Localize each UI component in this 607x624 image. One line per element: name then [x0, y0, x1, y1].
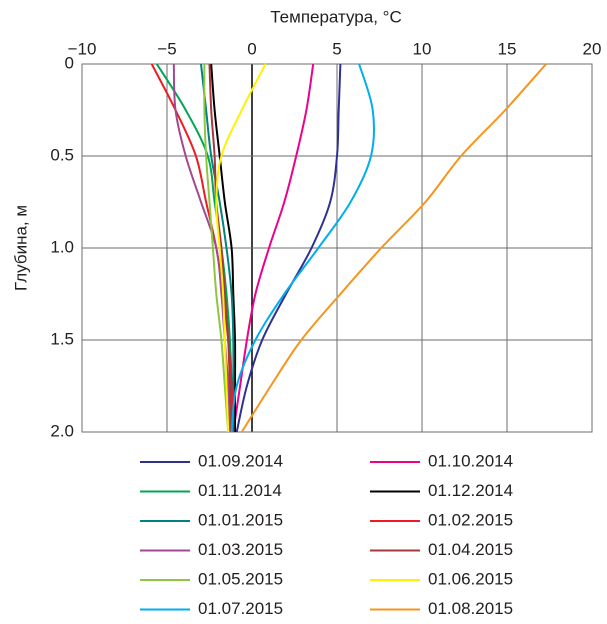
series-line	[235, 63, 342, 433]
x-axis-title: Температура, °C	[270, 7, 401, 26]
legend-label: 01.09.2014	[198, 451, 283, 470]
x-tick-label: 5	[332, 39, 341, 58]
series-line	[210, 63, 237, 432]
legend-label: 01.12.2014	[428, 481, 513, 500]
x-tick-label: −10	[68, 39, 97, 58]
series-line	[200, 63, 235, 432]
series-line	[230, 63, 376, 433]
legend-label: 01.02.2015	[428, 510, 513, 529]
legend-label: 01.06.2015	[428, 569, 513, 588]
series-line	[172, 63, 231, 433]
y-tick-label: 1.0	[50, 237, 74, 256]
legend-label: 01.01.2015	[198, 510, 283, 529]
y-tick-label: 0	[65, 53, 74, 72]
series-line	[232, 63, 315, 433]
x-tick-label: 15	[498, 39, 517, 58]
x-tick-label: 0	[247, 39, 256, 58]
x-tick-label: 20	[583, 39, 602, 58]
series-line	[240, 63, 547, 433]
legend-label: 01.03.2015	[198, 540, 283, 559]
legend-label: 01.11.2014	[198, 481, 282, 500]
legend-label: 01.04.2015	[428, 540, 513, 559]
series-line	[203, 63, 230, 433]
y-tick-label: 0.5	[50, 145, 74, 164]
series-line	[208, 63, 233, 433]
legend-label: 01.05.2015	[198, 569, 283, 588]
x-tick-label: −5	[157, 39, 176, 58]
legend-label: 01.10.2014	[428, 451, 513, 470]
y-axis-title: Глубина, м	[11, 205, 30, 291]
x-tick-label: 10	[413, 39, 432, 58]
y-tick-label: 2.0	[50, 421, 74, 440]
legend-label: 01.08.2015	[428, 599, 513, 618]
y-tick-label: 1.5	[50, 329, 74, 348]
legend-label: 01.07.2015	[198, 599, 283, 618]
series-line	[215, 63, 267, 433]
